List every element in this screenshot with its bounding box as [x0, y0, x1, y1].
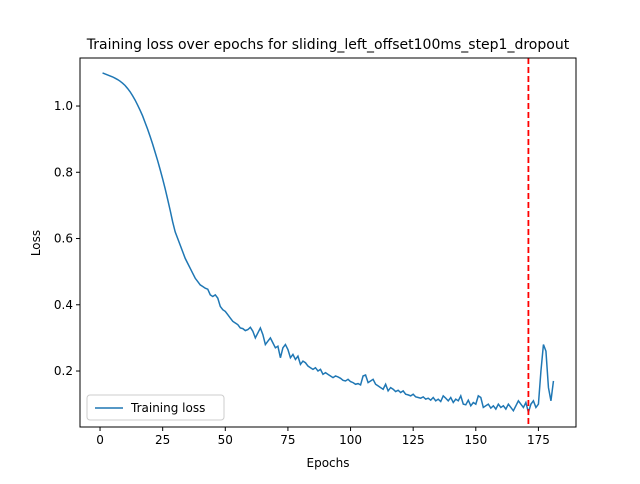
- y-axis-label: Loss: [29, 230, 43, 256]
- x-tick-label: 150: [464, 433, 487, 447]
- x-axis-label: Epochs: [307, 456, 350, 470]
- y-tick-label: 1.0: [54, 99, 73, 113]
- loss-line: [102, 72, 555, 416]
- x-tick-label: 75: [280, 433, 295, 447]
- y-tick-label: 0.6: [54, 232, 73, 246]
- x-tick-label: 50: [218, 433, 233, 447]
- x-tick-label: 125: [402, 433, 425, 447]
- x-tick-label: 175: [527, 433, 550, 447]
- y-tick-label: 0.8: [54, 165, 73, 179]
- legend-box: [86, 394, 225, 421]
- plot-frame: [79, 57, 577, 428]
- x-tick-label: 0: [96, 433, 104, 447]
- x-tick-label: 100: [339, 433, 362, 447]
- chart-title: Training loss over epochs for sliding_le…: [86, 37, 570, 53]
- x-tick-label: 25: [155, 433, 170, 447]
- y-tick-label: 0.4: [54, 298, 73, 312]
- legend-label: Training loss: [130, 401, 205, 415]
- y-tick-label: 0.2: [54, 364, 73, 378]
